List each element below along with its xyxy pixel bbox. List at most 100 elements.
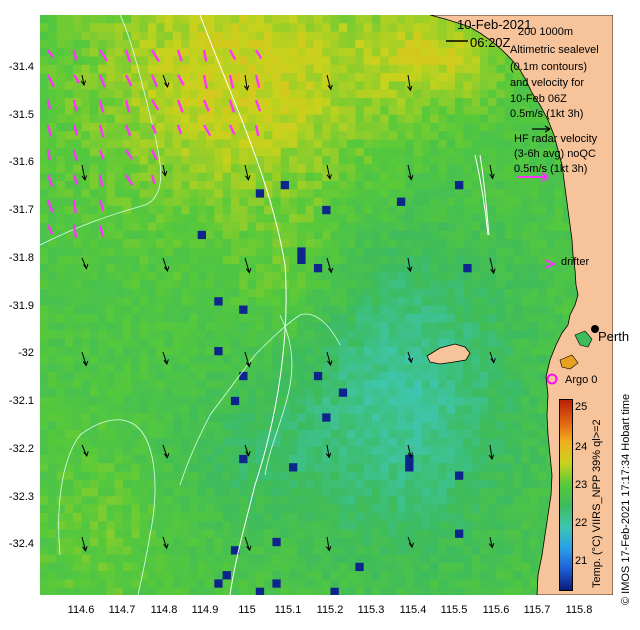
sst-cell [40, 330, 49, 340]
sst-cell [239, 106, 248, 116]
sst-cell [197, 413, 207, 423]
sst-cell [322, 214, 331, 223]
sst-cell [538, 471, 547, 481]
sst-cell [272, 122, 282, 132]
sst-cell [463, 288, 473, 298]
sst-cell [355, 122, 365, 132]
sst-cell [330, 222, 340, 232]
sst-cell [197, 214, 207, 223]
sst-cell [247, 463, 257, 472]
sst-cell [123, 405, 132, 414]
sst-cell [239, 355, 248, 365]
sst-cell [538, 106, 547, 116]
hf-velocity-arrow [46, 199, 54, 213]
sst-cell [421, 521, 431, 531]
sst-cell [255, 81, 265, 91]
sst-cell [455, 31, 464, 41]
sst-cell [189, 280, 199, 290]
sst-cell [206, 488, 215, 497]
sst-cell [538, 488, 547, 497]
sst-cell [347, 513, 356, 522]
sst-cell [363, 239, 373, 248]
sst-cell [131, 214, 141, 223]
sst-cell [330, 488, 340, 497]
sst-cell [496, 73, 506, 82]
sst-cell [280, 81, 290, 91]
sst-cell [372, 31, 381, 41]
sst-cell [64, 413, 74, 423]
sst-cell [64, 546, 74, 555]
sst-cell [189, 164, 199, 174]
sst-cell [255, 546, 265, 555]
sst-cell [64, 48, 74, 57]
sst-cell [455, 430, 464, 439]
sst-cell [538, 388, 547, 398]
sst-cell [305, 479, 315, 489]
sst-cell [338, 513, 348, 522]
sst-cell [521, 496, 531, 506]
sst-cell [222, 139, 232, 149]
sst-cell [380, 164, 390, 174]
sst-map-canvas[interactable] [40, 15, 613, 595]
sst-cell [347, 264, 356, 273]
sst-cell [496, 322, 506, 331]
sst-cell [430, 496, 439, 506]
sst-cell [239, 305, 248, 315]
sst-cell [147, 529, 157, 539]
sst-cell [471, 114, 481, 124]
sst-map[interactable] [40, 15, 613, 595]
sst-cell [147, 587, 157, 595]
sst-cell [197, 81, 207, 91]
sst-cell [81, 554, 91, 564]
sst-cell [206, 579, 215, 589]
altimetry-velocity-arrow [243, 74, 250, 91]
sst-cell [222, 571, 232, 580]
sst-cell [413, 347, 423, 356]
sst-cell [106, 504, 116, 514]
sst-cell [189, 454, 199, 464]
sst-cell [363, 89, 373, 99]
sst-cell [106, 247, 116, 257]
sst-cell [206, 521, 215, 531]
sst-cell [380, 438, 390, 448]
sst-cell [388, 305, 398, 315]
sst-cell [430, 446, 439, 456]
sst-cell [430, 131, 439, 140]
sst-cell [230, 579, 240, 589]
sst-cell [363, 313, 373, 323]
sst-cell [388, 355, 398, 365]
sst-cell [546, 205, 556, 215]
sst-cell [156, 297, 165, 306]
sst-cell [330, 230, 340, 240]
sst-cell [89, 255, 99, 265]
sst-cell [305, 197, 315, 207]
altimetry-velocity-arrow [489, 351, 496, 364]
sst-cell [355, 562, 365, 572]
sst-cell [239, 562, 248, 572]
sst-cell [529, 562, 539, 572]
sst-cell [521, 396, 531, 406]
sst-cell [172, 579, 182, 589]
sst-cell [496, 98, 506, 107]
sst-cell [131, 31, 141, 41]
sst-cell [355, 471, 365, 481]
sst-cell [272, 264, 282, 273]
sst-cell [214, 330, 224, 340]
sst-cell [147, 197, 157, 207]
sst-cell [289, 156, 298, 165]
sst-cell [380, 537, 390, 547]
sst-cell [446, 587, 456, 595]
sst-cell [363, 347, 373, 356]
sst-cell [247, 81, 257, 91]
sst-cell [214, 297, 224, 306]
sst-cell [421, 15, 431, 24]
sst-cell [521, 438, 531, 448]
sst-cell [330, 405, 340, 414]
sst-cell [239, 139, 248, 149]
sst-cell [81, 347, 91, 356]
sst-cell [421, 122, 431, 132]
sst-cell [189, 322, 199, 331]
sst-cell [247, 56, 257, 66]
sst-cell [496, 421, 506, 431]
sst-cell [264, 313, 273, 323]
